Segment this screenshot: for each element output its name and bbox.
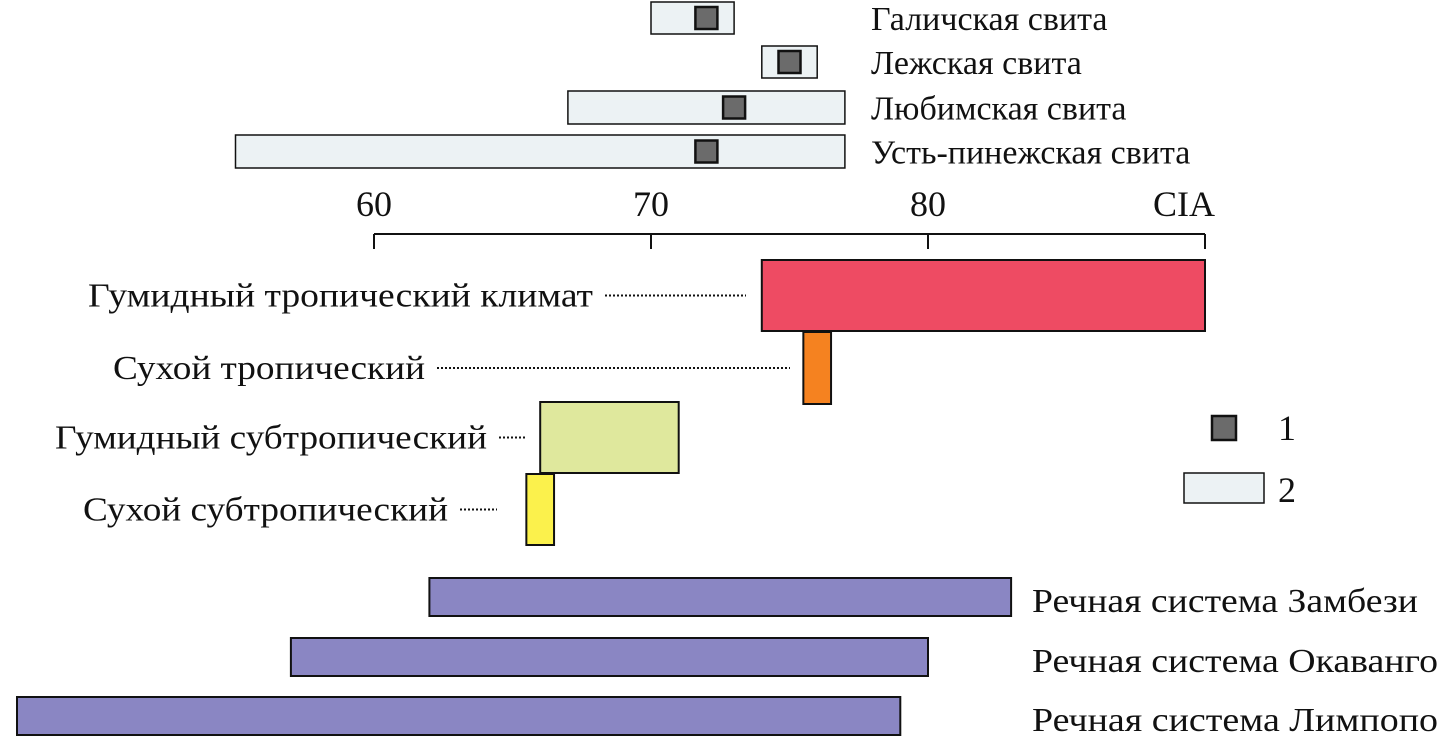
river-label: Речная система Лимпопо xyxy=(1032,702,1438,739)
climate-bar xyxy=(760,259,1206,332)
river-label: Речная система Замбези xyxy=(1032,583,1418,620)
climate-label: Сухой тропический xyxy=(113,350,425,387)
axis-tick-label: 60 xyxy=(356,184,392,224)
climate-label: Гумидный субтропический xyxy=(55,420,487,457)
suite-range-bar xyxy=(650,1,735,35)
suite-label: Усть-пинежская свита xyxy=(871,135,1190,172)
legend-mean-icon xyxy=(1210,414,1238,442)
legend-range-icon xyxy=(1183,472,1265,504)
suite-range-bar xyxy=(234,134,846,169)
climate-bar xyxy=(539,401,680,474)
legend-label: 2 xyxy=(1278,470,1296,510)
axis-tick-label: 80 xyxy=(910,184,946,224)
climate-label: Сухой субтропический xyxy=(83,492,448,529)
suite-label: Лежская свита xyxy=(871,45,1082,82)
climate-bar xyxy=(525,473,556,546)
suite-mean-marker xyxy=(721,95,747,120)
river-bar xyxy=(16,696,902,736)
suite-label: Галичская свита xyxy=(871,1,1108,38)
suite-label: Любимская свита xyxy=(871,91,1127,128)
river-label: Речная система Окаванго xyxy=(1032,643,1438,680)
axis-title: CIA xyxy=(1153,184,1215,224)
suite-mean-marker xyxy=(694,5,719,31)
climate-bar xyxy=(802,331,833,405)
climate-label: Гумидный тропический климат xyxy=(88,278,593,315)
axis-tick-label: 70 xyxy=(633,184,669,224)
suite-mean-marker xyxy=(694,139,719,164)
suite-mean-marker xyxy=(777,49,802,75)
suite-range-bar xyxy=(567,90,846,125)
river-bar xyxy=(428,577,1013,617)
river-bar xyxy=(289,637,929,677)
legend-label: 1 xyxy=(1278,408,1296,448)
